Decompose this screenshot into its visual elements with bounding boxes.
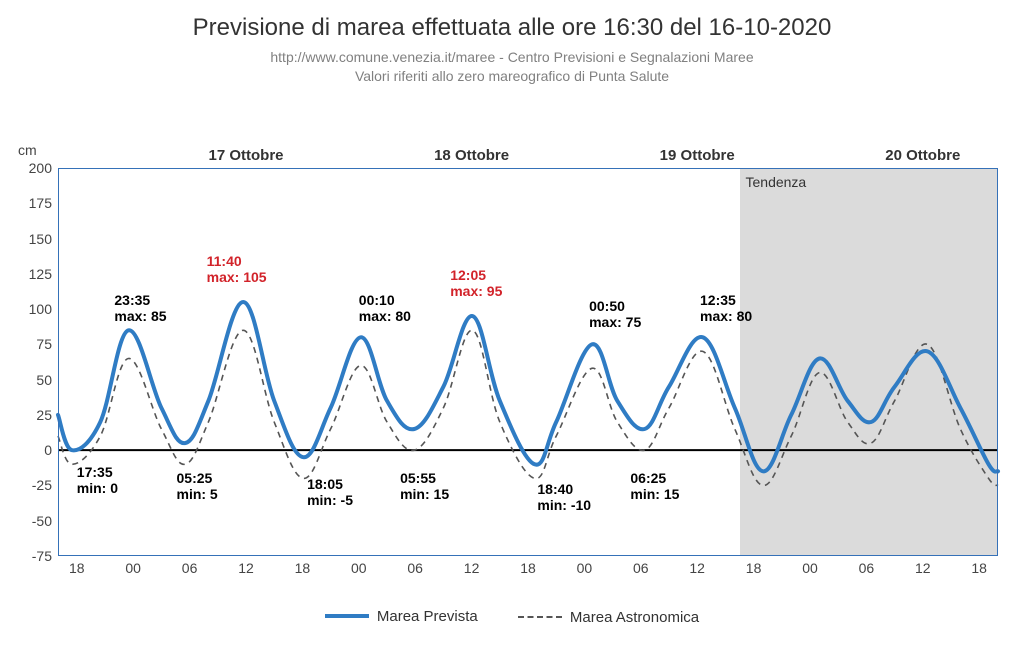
y-tick-label: 175 (29, 195, 52, 211)
subtitle-line-1: http://www.comune.venezia.it/maree - Cen… (270, 49, 753, 65)
extreme-annotation: 06:25min: 15 (630, 470, 679, 502)
extreme-annotation: 05:55min: 15 (400, 470, 449, 502)
y-axis-unit: cm (18, 142, 37, 158)
extreme-annotation: 12:05max: 95 (450, 267, 502, 299)
y-tick-label: 75 (36, 336, 52, 352)
y-tick-label: 100 (29, 301, 52, 317)
extreme-annotation: 05:25min: 5 (176, 470, 217, 502)
legend-item-astronomica: Marea Astronomica (518, 609, 699, 626)
plot-area: Tendenza -75-50-250255075100125150175200… (58, 168, 998, 556)
y-tick-label: 150 (29, 231, 52, 247)
series-astronomica (58, 330, 998, 485)
x-tick-label: 06 (859, 560, 875, 576)
extreme-annotation: 18:05min: -5 (307, 476, 353, 508)
subtitle-line-2: Valori riferiti allo zero mareografico d… (355, 68, 669, 84)
x-tick-label: 12 (238, 560, 254, 576)
x-tick-label: 00 (125, 560, 141, 576)
tide-forecast-chart: Previsione di marea effettuata alle ore … (0, 0, 1024, 653)
y-tick-label: 200 (29, 160, 52, 176)
extreme-annotation: 23:35max: 85 (114, 292, 166, 324)
legend: Marea Prevista Marea Astronomica (0, 605, 1024, 626)
y-tick-label: 125 (29, 266, 52, 282)
x-tick-label: 18 (746, 560, 762, 576)
legend-item-prevista: Marea Prevista (325, 608, 478, 625)
legend-label-astronomica: Marea Astronomica (570, 609, 699, 626)
legend-label-prevista: Marea Prevista (377, 608, 478, 625)
day-label: 18 Ottobre (434, 147, 509, 164)
extreme-annotation: 11:40max: 105 (207, 253, 267, 285)
legend-swatch-astronomica (518, 616, 562, 618)
x-tick-label: 18 (520, 560, 536, 576)
x-tick-label: 12 (915, 560, 931, 576)
y-tick-label: -75 (32, 548, 52, 564)
x-tick-label: 06 (407, 560, 423, 576)
series-prevista (58, 302, 998, 472)
x-tick-label: 00 (577, 560, 593, 576)
x-tick-label: 18 (971, 560, 987, 576)
x-tick-label: 18 (69, 560, 85, 576)
y-tick-label: 25 (36, 407, 52, 423)
extreme-annotation: 12:35max: 80 (700, 292, 752, 324)
y-tick-label: 50 (36, 372, 52, 388)
extreme-annotation: 17:35min: 0 (77, 464, 118, 496)
x-tick-label: 06 (633, 560, 649, 576)
extreme-annotation: 00:10max: 80 (359, 292, 411, 324)
x-tick-label: 00 (802, 560, 818, 576)
legend-swatch-prevista (325, 614, 369, 618)
x-tick-label: 00 (351, 560, 367, 576)
extreme-annotation: 18:40min: -10 (537, 481, 591, 513)
chart-title: Previsione di marea effettuata alle ore … (0, 0, 1024, 42)
y-tick-label: -50 (32, 513, 52, 529)
chart-subtitle: http://www.comune.venezia.it/maree - Cen… (0, 48, 1024, 86)
y-tick-label: -25 (32, 477, 52, 493)
day-label: 20 Ottobre (885, 147, 960, 164)
y-tick-label: 0 (44, 442, 52, 458)
x-tick-label: 06 (182, 560, 198, 576)
x-tick-label: 12 (689, 560, 705, 576)
extreme-annotation: 00:50max: 75 (589, 298, 641, 330)
x-tick-label: 18 (295, 560, 311, 576)
day-label: 17 Ottobre (208, 147, 283, 164)
day-label: 19 Ottobre (660, 147, 735, 164)
x-tick-label: 12 (464, 560, 480, 576)
